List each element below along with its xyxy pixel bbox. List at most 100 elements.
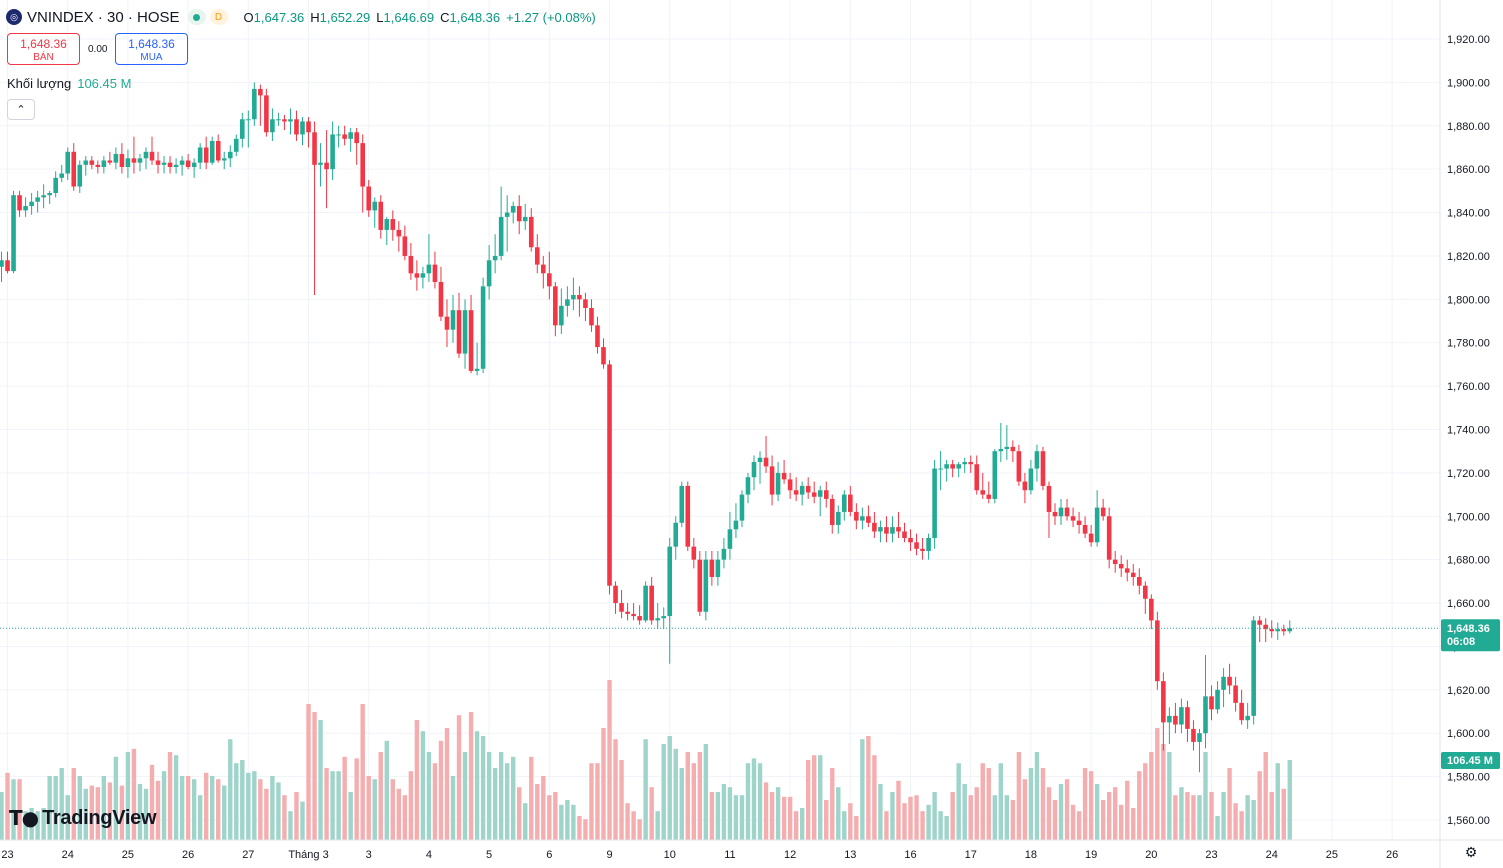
volume-bar	[781, 796, 787, 840]
candle-body	[390, 219, 396, 230]
volume-bar	[631, 811, 636, 840]
time-tick-label: 20	[1145, 849, 1157, 861]
time-tick-label: 13	[844, 849, 856, 861]
candle-body	[173, 164, 179, 167]
volume-bar	[643, 739, 648, 840]
candle-body	[486, 260, 492, 287]
time-tick-label: 16	[904, 849, 916, 861]
tradingview-logo[interactable]: T● TradingView	[9, 806, 157, 830]
volume-bar	[878, 784, 883, 840]
candle-body	[516, 206, 522, 222]
volume-bar	[1052, 800, 1058, 840]
time-tick-label: 10	[664, 849, 676, 861]
volume-bar	[0, 792, 4, 840]
gear-icon[interactable]: ⚙	[1464, 844, 1478, 860]
time-tick-label: 27	[242, 849, 254, 861]
candle-body	[1269, 629, 1275, 632]
candle-body	[306, 121, 311, 133]
volume-bar	[366, 776, 371, 840]
volume-bar	[167, 752, 173, 840]
candle-body	[781, 472, 787, 480]
candle-body	[197, 147, 203, 163]
volume-bar	[119, 785, 125, 840]
candle-body	[998, 449, 1004, 452]
volume-bar	[661, 744, 666, 840]
volume-bar	[727, 787, 733, 840]
price-tick-label: 1,900.00	[1447, 77, 1490, 89]
candle-body	[233, 138, 239, 152]
candle-body	[559, 305, 564, 326]
candle-body	[167, 162, 173, 167]
candle-body	[83, 160, 89, 165]
candle-body	[1046, 485, 1052, 512]
volume-bar	[330, 771, 335, 840]
candle-body	[1040, 451, 1046, 486]
candle-body	[185, 160, 191, 167]
price-tick-label: 1,780.00	[1447, 338, 1490, 350]
sell-button[interactable]: 1,648.36 BÁN	[7, 33, 80, 65]
candle-body	[426, 264, 432, 274]
candle-body	[793, 490, 799, 495]
collapse-legend-button[interactable]: ⌃	[7, 99, 35, 120]
candle-body	[1227, 676, 1232, 686]
volume-bar	[264, 788, 269, 840]
candle-body	[733, 520, 739, 530]
time-tick-label: 25	[122, 849, 134, 861]
candle-body	[775, 472, 781, 495]
candle-body	[625, 611, 630, 614]
candle-body	[179, 160, 185, 165]
candle-body	[1173, 715, 1178, 725]
volume-bar	[902, 803, 907, 840]
time-tick-label: 24	[1266, 849, 1278, 861]
volume-bar	[679, 768, 684, 840]
candle-body	[619, 603, 624, 612]
candle-body	[372, 201, 378, 211]
candle-body	[757, 457, 763, 463]
buy-button[interactable]: 1,648.36 MUA	[115, 33, 188, 65]
symbol-title[interactable]: VNINDEX · 30 · HOSE	[27, 8, 180, 26]
candle-body	[270, 119, 275, 133]
time-tick-label: 6	[546, 849, 552, 861]
volume-bar	[1281, 788, 1286, 840]
candle-body	[541, 264, 546, 274]
candle-body	[703, 559, 709, 612]
candle-body	[571, 294, 576, 300]
volume-bar	[372, 779, 377, 840]
time-axis[interactable]: 23 24 25 26 27 Tháng 3 3 4 5 6 9 10 11 12 13 16 17 18 19 20…	[0, 839, 1503, 861]
candle-body	[209, 140, 215, 163]
time-tick-label: 9	[606, 849, 612, 861]
volume-bar	[763, 782, 769, 840]
candle-body	[980, 490, 986, 495]
candle-body	[1130, 572, 1136, 578]
volume-bar	[637, 819, 642, 840]
candle-body	[221, 158, 227, 161]
volume-bar	[185, 776, 191, 840]
volume-bar	[1064, 779, 1070, 840]
volume-bar	[173, 755, 179, 840]
candle-body	[203, 147, 209, 163]
time-tick-label: 26	[182, 849, 194, 861]
volume-bar	[59, 768, 64, 840]
volume-bar	[836, 787, 841, 840]
volume-bar	[805, 760, 811, 840]
candle-body	[119, 153, 125, 167]
price-axis[interactable]: 1,560.001,580.001,600.001,620.001,640.00…	[1439, 0, 1490, 868]
ohlc-open-value: 1,647.36	[253, 9, 305, 25]
volume-bar	[775, 787, 781, 840]
candle-body	[908, 537, 913, 543]
ohlc-low-value: 1,646.69	[383, 9, 435, 25]
candle-body	[613, 585, 618, 604]
candle-body	[1112, 559, 1118, 565]
candle-body	[835, 511, 841, 525]
candle-body	[264, 95, 269, 133]
candle-body	[276, 119, 281, 121]
candle-body	[1203, 696, 1208, 734]
candle-body	[661, 616, 666, 619]
symbol-header[interactable]: ◎ VNINDEX · 30 · HOSE D O 1,647.36 H 1,652…	[6, 7, 596, 27]
volume-bar	[53, 776, 58, 840]
candle-body	[1143, 585, 1148, 599]
candle-body	[1251, 620, 1256, 716]
last-volume-text: 106.45 M	[1447, 755, 1493, 767]
volume-legend[interactable]: Khối lượng 106.45 M	[7, 76, 131, 91]
